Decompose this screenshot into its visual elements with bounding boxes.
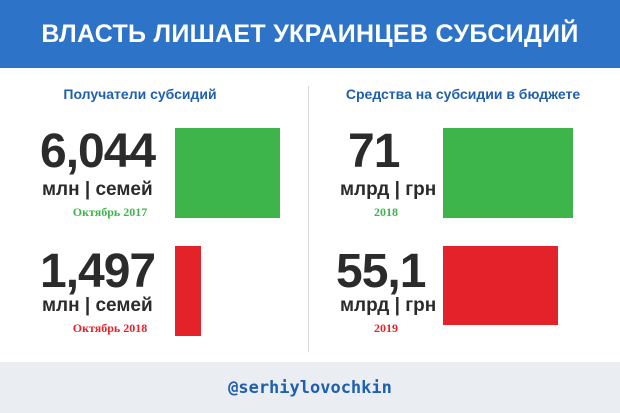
budget-bar-2018 xyxy=(443,128,573,218)
budget-chart-title: Средства на субсидии в бюджете xyxy=(345,86,581,102)
social-handle[interactable]: @serhiylovochkin xyxy=(228,377,392,398)
budget-bar-2019 xyxy=(443,246,558,325)
recipients-date-2018: Октябрь 2018 xyxy=(72,321,148,335)
budget-unit-2019: млрд | грн xyxy=(340,295,437,316)
recipients-chart-title: Получатели субсидий xyxy=(63,86,217,102)
header-banner: ВЛАСТЬ ЛИШАЕТ УКРАИНЦЕВ СУБСИДИЙ xyxy=(0,0,620,68)
recipients-bar-2017 xyxy=(175,128,280,218)
budget-value-2019: 55,1 xyxy=(336,245,426,298)
budget-year-2018: 2018 xyxy=(374,205,398,219)
budget-year-2019: 2019 xyxy=(374,321,398,335)
recipients-value-2017: 6,044 xyxy=(40,125,156,178)
page-title: ВЛАСТЬ ЛИШАЕТ УКРАИНЦЕВ СУБСИДИЙ xyxy=(41,19,579,48)
budget-value-2018: 71 xyxy=(348,125,400,178)
budget-unit-2018: млрд | грн xyxy=(340,179,437,200)
recipients-bar-2018 xyxy=(175,246,201,336)
footer-bar: @serhiylovochkin xyxy=(0,362,620,413)
recipients-date-2017: Октябрь 2017 xyxy=(72,205,148,219)
recipients-unit-2017: млн | семей xyxy=(42,179,153,200)
column-divider xyxy=(308,86,309,352)
recipients-value-2018: 1,497 xyxy=(40,245,156,298)
recipients-unit-2018: млн | семей xyxy=(42,295,153,316)
